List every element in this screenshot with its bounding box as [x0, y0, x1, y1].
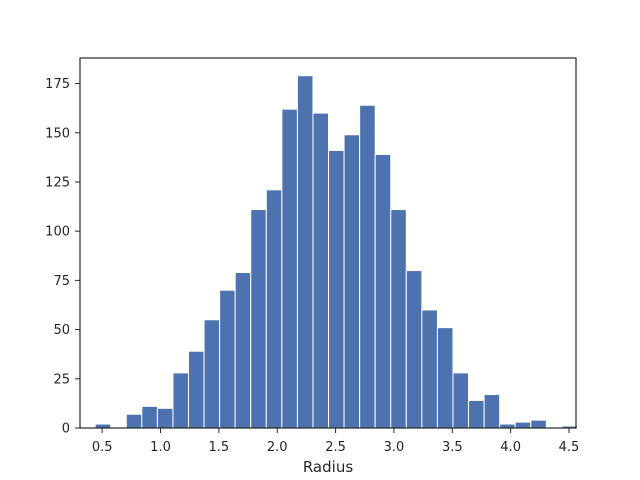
histogram-bar [483, 394, 501, 429]
histogram-bar [203, 319, 221, 429]
histogram-bar [530, 419, 547, 429]
histogram-bar [172, 372, 190, 429]
histogram-bar [125, 413, 143, 429]
x-axis-label: Radius [303, 458, 353, 476]
plot-frame [79, 57, 577, 429]
histogram-bar [188, 350, 205, 429]
histogram-bar [156, 407, 174, 429]
histogram-bar [250, 209, 267, 429]
histogram-bar [390, 209, 407, 429]
y-tick-label: 125 [45, 175, 70, 190]
histogram-bar [514, 421, 532, 429]
histogram-bar [452, 372, 470, 429]
x-tick-label: 3.0 [384, 440, 405, 455]
histogram-bar [296, 75, 314, 429]
histogram-bar [343, 134, 361, 429]
histogram-bar [359, 104, 376, 429]
y-tick-label: 100 [45, 225, 70, 240]
x-tick-label: 3.5 [442, 440, 463, 455]
histogram-bar [219, 289, 236, 429]
histogram-bar [468, 399, 485, 429]
histogram-bar [265, 189, 283, 429]
x-axis: 0.5 1.0 1.5 2.0 2.5 3.0 3.5 4.0 4.5 [92, 428, 580, 455]
x-tick-label: 2.5 [325, 440, 346, 455]
y-tick-label: 25 [53, 372, 70, 387]
histogram-bar [421, 309, 438, 429]
histogram-bar [312, 112, 330, 429]
histogram-bar [328, 150, 345, 429]
x-tick-label: 1.5 [209, 440, 230, 455]
y-tick-label: 175 [45, 77, 70, 92]
histogram-bar [374, 153, 392, 429]
histogram-bar [281, 108, 298, 429]
histogram-bar [436, 327, 454, 429]
bars-group [94, 75, 578, 429]
x-tick-label: 2.0 [267, 440, 288, 455]
x-tick-label: 1.0 [150, 440, 171, 455]
y-tick-label: 50 [53, 323, 70, 338]
histogram-bar [405, 270, 423, 429]
histogram-bar [234, 272, 252, 429]
x-tick-label: 4.0 [500, 440, 521, 455]
y-tick-label: 75 [53, 274, 70, 289]
histogram-bar [141, 405, 158, 429]
y-axis: 0 25 50 75 100 125 150 175 [45, 77, 80, 437]
y-tick-label: 150 [45, 126, 70, 141]
x-tick-label: 0.5 [92, 440, 113, 455]
y-tick-label: 0 [62, 422, 70, 437]
x-tick-label: 4.5 [559, 440, 580, 455]
